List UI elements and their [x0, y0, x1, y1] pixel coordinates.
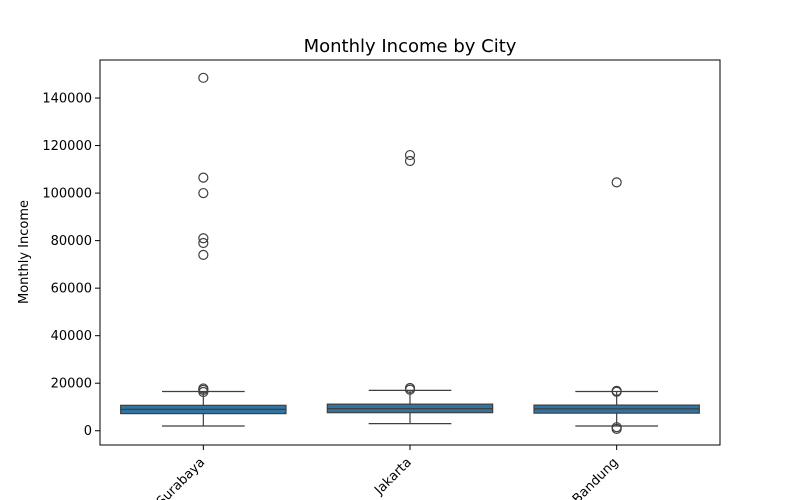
chart-title: Monthly Income by City [304, 36, 517, 57]
outlier-point [611, 177, 622, 188]
box-group [120, 72, 287, 427]
outlier-point [404, 149, 416, 161]
y-tick-label: 80000 [51, 234, 92, 249]
outlier-point [198, 249, 209, 260]
outlier-point [198, 237, 209, 249]
outlier-point [198, 187, 209, 199]
outlier-point [404, 155, 416, 167]
box-group [326, 149, 494, 425]
x-tick-label: Bandung [570, 455, 622, 500]
box-group [533, 177, 700, 434]
x-tick-label: Surabaya [154, 455, 208, 500]
y-tick-label: 60000 [51, 282, 92, 297]
x-tick-label: Jakarta [371, 455, 414, 498]
y-axis-label: Monthly Income [17, 200, 32, 304]
plot-frame [99, 59, 721, 446]
outlier-point [611, 386, 622, 397]
box-series [120, 72, 700, 434]
outlier-point [611, 423, 622, 434]
outlier-point [198, 233, 209, 244]
y-tick-label: 140000 [42, 92, 92, 107]
y-tick-label: 120000 [42, 139, 92, 154]
outlier-point [198, 172, 209, 183]
outlier-point [198, 72, 209, 83]
outlier-point [198, 386, 209, 398]
y-tick-label: 20000 [51, 377, 92, 392]
y-tick-label: 40000 [51, 329, 92, 344]
outlier-point [404, 384, 416, 395]
y-tick-label: 100000 [42, 187, 92, 202]
y-tick-label: 0 [84, 424, 92, 439]
axis-ticks: 0 20000 40000 60000 80000 100000 120000 140000 S… [42, 92, 621, 500]
